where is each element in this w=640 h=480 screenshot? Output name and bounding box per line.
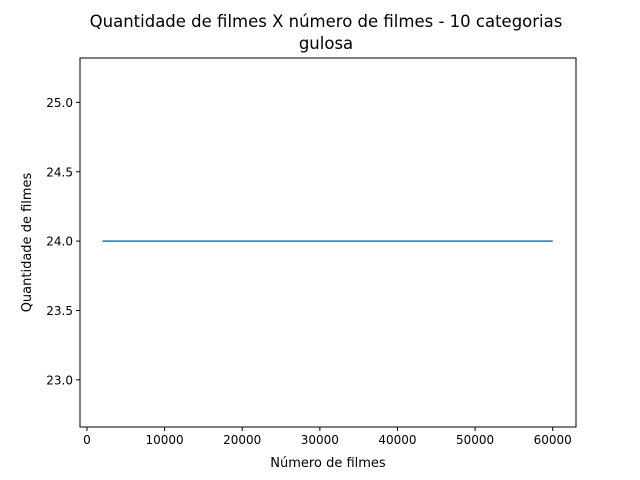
x-tick-label: 0	[83, 433, 91, 447]
y-axis-label: Quantidade de filmes	[20, 172, 35, 312]
x-tick-label: 10000	[146, 433, 184, 447]
chart-title: Quantidade de filmes X número de filmes …	[0, 11, 640, 55]
y-axis-ticks: 23.0 23.5 24.0 24.5 25.0	[46, 96, 80, 387]
y-tick-label: 24.5	[46, 165, 73, 179]
y-tick-label: 24.0	[46, 235, 73, 249]
chart-subtitle: gulosa	[298, 34, 354, 53]
x-tick-label: 50000	[456, 433, 494, 447]
plot-area-frame	[79, 57, 577, 428]
chart-title-line: Quantidade de filmes X número de filmes …	[89, 12, 563, 31]
x-tick-label: 30000	[301, 433, 339, 447]
x-tick-label: 20000	[223, 433, 261, 447]
y-tick-label: 23.0	[46, 373, 73, 387]
x-tick-label: 40000	[378, 433, 416, 447]
x-axis-ticks: 0 10000 20000 30000 40000 50000 60000	[83, 427, 572, 447]
y-tick-label: 25.0	[46, 96, 73, 110]
x-tick-label: 60000	[534, 433, 572, 447]
y-tick-label: 23.5	[46, 304, 73, 318]
x-axis-label: Número de filmes	[270, 456, 386, 471]
